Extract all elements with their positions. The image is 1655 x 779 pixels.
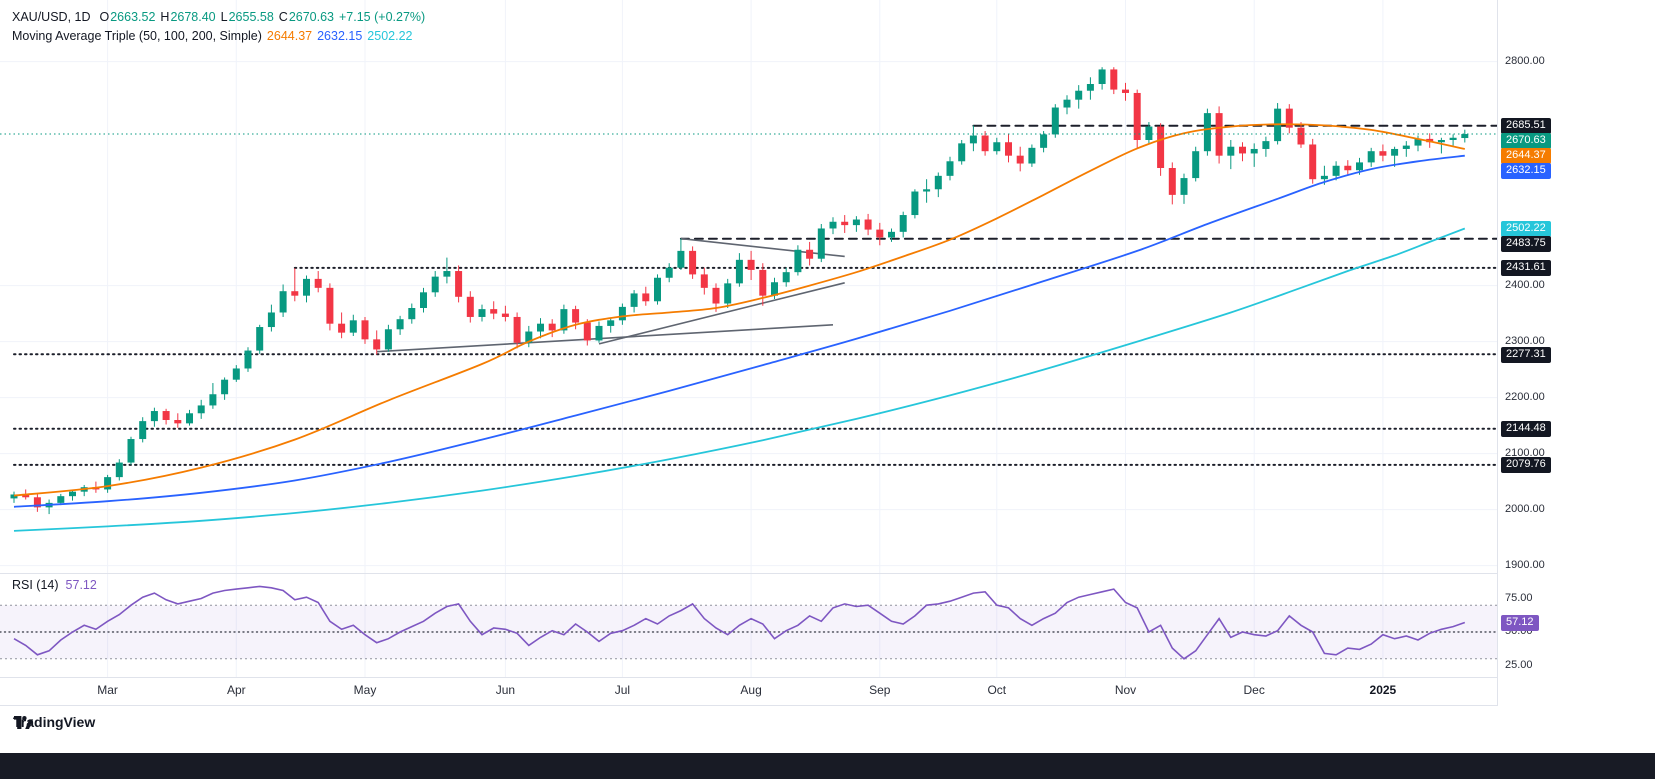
time-axis-label: May <box>353 683 377 697</box>
pane-separator[interactable] <box>0 677 1497 678</box>
price-axis[interactable]: 2800.00 2400.00 2300.00 2200.00 2100.00 2000.… <box>1497 0 1655 706</box>
bottom-bar <box>0 753 1655 779</box>
ma-legend-row[interactable]: Moving Average Triple (50, 100, 200, Sim… <box>12 26 425 45</box>
time-axis-label: Jun <box>495 683 516 697</box>
time-axis[interactable]: Mar Apr May Jun Jul Aug Sep Oct Nov Dec 2025 <box>0 678 1497 705</box>
rsi-chart-canvas[interactable] <box>0 574 1497 677</box>
rsi-axis-label: 75.00 <box>1505 591 1533 604</box>
high-label: H <box>160 9 170 24</box>
price-axis-badge: 2502.22 <box>1501 220 1551 237</box>
time-axis-label: Mar <box>97 683 118 697</box>
price-axis-badge: 2483.75 <box>1501 235 1551 252</box>
open-label: O <box>99 9 110 24</box>
price-axis-label: 2400.00 <box>1505 278 1545 291</box>
trend-line-1[interactable] <box>598 282 845 345</box>
trend-line-2[interactable] <box>680 237 845 258</box>
chart-legend: XAU/USD, 1D O 2663.52 H 2678.40 L 2655.58 C… <box>12 7 425 45</box>
rsi-value: 57.12 <box>65 578 97 592</box>
low-pair: L 2655.58 <box>221 10 274 24</box>
price-axis-label: 2100.00 <box>1505 446 1545 459</box>
price-axis-badge: 2431.61 <box>1501 260 1551 277</box>
rsi-axis-label: 25.00 <box>1505 658 1533 671</box>
ma-line-200[interactable] <box>13 227 1466 532</box>
price-axis-label: 2300.00 <box>1505 334 1545 347</box>
ma-indicator-label: Moving Average Triple (50, 100, 200, Sim… <box>12 28 262 43</box>
high-pair: H 2678.40 <box>160 10 215 24</box>
footer: TradingView <box>0 706 1655 753</box>
rsi-legend-row[interactable]: RSI (14) 57.12 <box>12 578 97 592</box>
price-axis-label: 2800.00 <box>1505 54 1545 67</box>
symbol-title: XAU/USD, 1D <box>12 9 91 24</box>
price-chart-canvas[interactable] <box>0 0 1497 573</box>
price-axis-badge: 2079.76 <box>1501 457 1551 474</box>
time-axis-label: Sep <box>869 683 891 697</box>
price-axis-badge: 2632.15 <box>1501 163 1551 180</box>
high-value: 2678.40 <box>170 9 216 24</box>
low-value: 2655.58 <box>228 9 274 24</box>
time-axis-label: Dec <box>1243 683 1265 697</box>
close-value: 2670.63 <box>288 9 334 24</box>
candles-layer <box>10 67 1469 515</box>
price-axis-badge: 2277.31 <box>1501 346 1551 363</box>
open-pair: O 2663.52 <box>100 10 156 24</box>
ma100-value: 2632.15 <box>317 28 363 43</box>
rsi-indicator-label: RSI (14) <box>12 578 59 592</box>
ma-line-50[interactable] <box>13 123 1465 497</box>
ma-line-100[interactable] <box>13 154 1465 508</box>
time-axis-label: Aug <box>740 683 762 697</box>
pane-separator[interactable] <box>0 573 1497 574</box>
tradingview-logo[interactable]: TradingView <box>13 714 95 730</box>
price-axis-badge: 2144.48 <box>1501 421 1551 438</box>
change-value: +7.15 (+0.27%) <box>339 9 426 24</box>
low-label: L <box>220 9 228 24</box>
price-axis-badge: 2644.37 <box>1501 148 1551 165</box>
trend-line-0[interactable] <box>376 324 834 353</box>
time-axis-label: 2025 <box>1369 683 1397 697</box>
price-axis-label: 2200.00 <box>1505 390 1545 403</box>
symbol-legend-row[interactable]: XAU/USD, 1D O 2663.52 H 2678.40 L 2655.58 C… <box>12 7 425 26</box>
time-axis-label: Nov <box>1114 683 1137 697</box>
ma50-value: 2644.37 <box>266 28 313 43</box>
open-value: 2663.52 <box>110 9 156 24</box>
time-axis-label: Oct <box>987 683 1007 697</box>
tradingview-logo-text: TradingView <box>13 714 96 730</box>
tradingview-logo-icon <box>14 715 34 729</box>
close-label: C <box>278 9 288 24</box>
price-axis-label: 2000.00 <box>1505 502 1545 515</box>
rsi-axis-badge: 57.12 <box>1501 615 1539 631</box>
price-axis-label: 1900.00 <box>1505 558 1545 571</box>
time-axis-label: Jul <box>614 683 631 697</box>
price-axis-badge: 2685.51 <box>1501 118 1551 135</box>
chart-bottom-border <box>0 705 1497 706</box>
ma200-value: 2502.22 <box>367 28 413 43</box>
price-axis-badge: 2670.63 <box>1501 133 1551 150</box>
close-pair: C 2670.63 <box>279 10 334 24</box>
time-axis-label: Apr <box>226 683 246 697</box>
rsi-line[interactable] <box>13 585 1466 660</box>
